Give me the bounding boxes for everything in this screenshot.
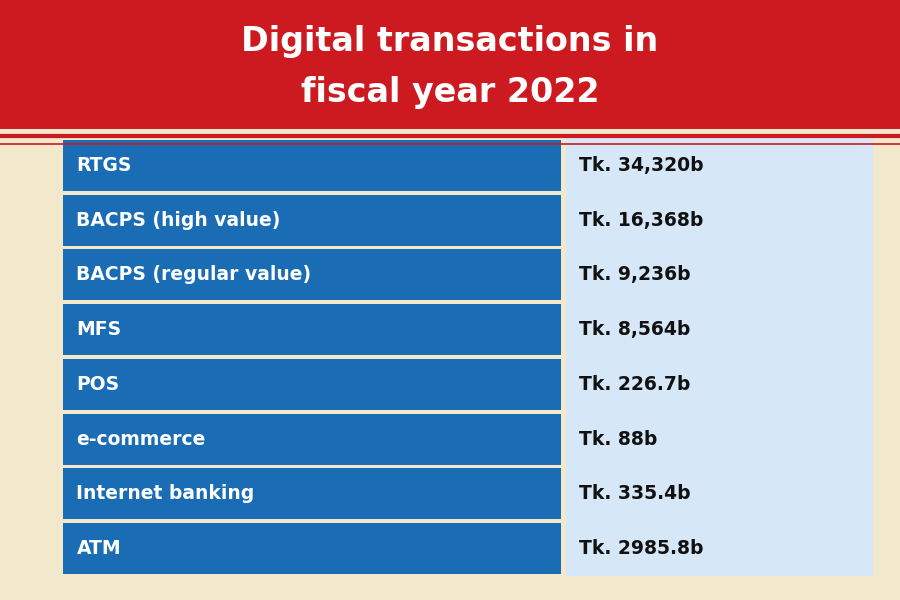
Text: Tk. 88b: Tk. 88b xyxy=(580,430,658,449)
Text: fiscal year 2022: fiscal year 2022 xyxy=(301,76,599,109)
Text: Tk. 9,236b: Tk. 9,236b xyxy=(580,265,691,284)
FancyBboxPatch shape xyxy=(63,250,562,301)
Text: Digital transactions in: Digital transactions in xyxy=(241,25,659,58)
Text: Internet banking: Internet banking xyxy=(76,484,255,503)
FancyBboxPatch shape xyxy=(63,523,562,574)
FancyBboxPatch shape xyxy=(63,140,562,191)
FancyBboxPatch shape xyxy=(63,304,562,355)
Text: MFS: MFS xyxy=(76,320,122,339)
Text: Tk. 226.7b: Tk. 226.7b xyxy=(580,375,690,394)
FancyBboxPatch shape xyxy=(63,468,562,520)
Text: Tk. 8,564b: Tk. 8,564b xyxy=(580,320,690,339)
Text: BACPS (regular value): BACPS (regular value) xyxy=(76,265,311,284)
Text: RTGS: RTGS xyxy=(76,156,132,175)
FancyBboxPatch shape xyxy=(565,138,873,576)
Text: BACPS (high value): BACPS (high value) xyxy=(76,211,281,230)
Text: Tk. 16,368b: Tk. 16,368b xyxy=(580,211,704,230)
Text: Tk. 335.4b: Tk. 335.4b xyxy=(580,484,691,503)
FancyBboxPatch shape xyxy=(63,359,562,410)
FancyBboxPatch shape xyxy=(63,194,562,246)
Text: Tk. 2985.8b: Tk. 2985.8b xyxy=(580,539,704,558)
Text: Tk. 34,320b: Tk. 34,320b xyxy=(580,156,704,175)
FancyBboxPatch shape xyxy=(0,0,900,129)
Text: ATM: ATM xyxy=(76,539,122,558)
FancyBboxPatch shape xyxy=(63,413,562,464)
Text: e-commerce: e-commerce xyxy=(76,430,206,449)
Text: POS: POS xyxy=(76,375,120,394)
